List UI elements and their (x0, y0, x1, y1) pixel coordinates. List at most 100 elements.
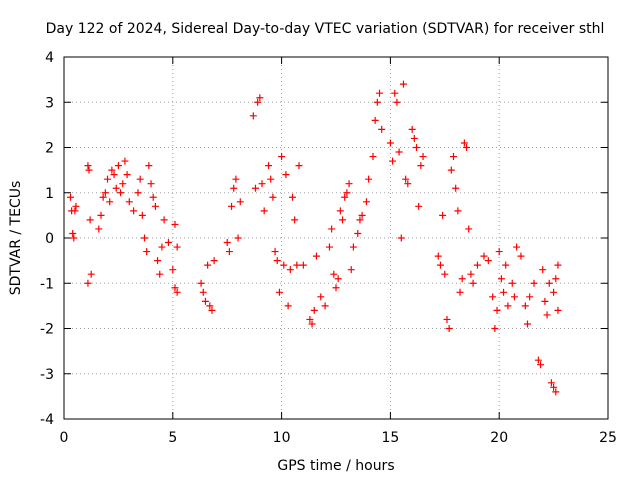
data-point (143, 248, 151, 256)
data-point (419, 153, 427, 161)
x-tick-label: 25 (599, 430, 617, 446)
data-point (123, 171, 131, 179)
data-point (526, 293, 534, 301)
data-point (537, 361, 545, 369)
data-point (376, 89, 384, 97)
data-point (201, 297, 209, 305)
data-point (554, 261, 562, 269)
data-point (119, 180, 127, 188)
data-point (550, 383, 558, 391)
data-point (130, 207, 138, 215)
data-point (86, 216, 94, 224)
data-point (495, 248, 503, 256)
data-point (199, 288, 207, 296)
data-point (71, 207, 79, 215)
data-point (291, 216, 299, 224)
data-point (452, 184, 460, 192)
data-point (293, 261, 301, 269)
data-point (336, 207, 344, 215)
data-point (269, 193, 277, 201)
data-point (249, 112, 257, 120)
data-point (413, 144, 421, 151)
data-point (84, 279, 92, 287)
data-point (288, 193, 296, 201)
data-point (267, 175, 275, 183)
data-point (110, 171, 118, 179)
data-point (84, 162, 92, 170)
data-point (208, 306, 216, 314)
data-point (72, 202, 80, 210)
x-tick-label: 15 (381, 430, 399, 446)
y-tick-label: -3 (40, 367, 54, 383)
data-point (273, 257, 281, 265)
data-point (469, 279, 477, 287)
y-tick-labels: -4 -3 -2 -1 0 1 2 3 4 (40, 50, 54, 428)
data-point (521, 302, 529, 310)
data-point (467, 270, 475, 278)
data-point (299, 261, 307, 269)
data-point (206, 302, 214, 310)
chart-title: Day 122 of 2024, Sidereal Day-to-day VTE… (46, 21, 605, 37)
data-point (373, 98, 381, 106)
x-tick-label: 10 (273, 430, 291, 446)
x-axis-label: GPS time / hours (277, 458, 394, 474)
data-point (465, 225, 473, 233)
y-axis-label: SDTVAR / TECUs (8, 181, 24, 296)
data-point (343, 189, 351, 197)
data-point (417, 162, 425, 170)
data-point (543, 311, 551, 319)
data-point (493, 306, 501, 314)
data-point (386, 139, 394, 147)
data-point (317, 293, 325, 301)
data-point (369, 153, 377, 161)
data-point (308, 320, 316, 328)
data-point (541, 297, 549, 305)
data-point (393, 98, 401, 106)
data-point (513, 243, 521, 251)
data-point (550, 288, 558, 296)
data-point (117, 189, 125, 197)
data-point (489, 293, 497, 301)
data-point (260, 207, 268, 215)
data-point (378, 125, 386, 133)
y-tick-label: -2 (40, 322, 54, 338)
data-point (295, 162, 303, 170)
data-point (87, 270, 95, 278)
data-point (210, 257, 218, 265)
data-point (230, 184, 238, 192)
data-point (458, 275, 466, 283)
data-point (397, 234, 405, 242)
data-point (436, 261, 444, 269)
data-point (510, 293, 518, 301)
data-point (158, 243, 166, 251)
data-point (362, 198, 370, 206)
data-point (225, 248, 233, 256)
data-point (136, 175, 144, 183)
data-point (234, 234, 242, 242)
data-point (271, 248, 279, 256)
data-point (552, 388, 560, 396)
data-point (502, 261, 510, 269)
data-point (349, 243, 357, 251)
data-point (70, 234, 78, 242)
data-point (112, 184, 120, 192)
data-point (197, 279, 205, 287)
data-point (69, 229, 77, 237)
data-point (258, 180, 266, 188)
data-point (160, 216, 168, 224)
data-point (334, 275, 342, 283)
data-point (410, 134, 418, 142)
data-point (445, 325, 453, 332)
data-point (286, 266, 294, 274)
data-point (347, 266, 355, 274)
data-points (67, 80, 562, 396)
data-point (171, 220, 179, 228)
grid-lines (64, 57, 608, 419)
data-point (463, 144, 471, 151)
data-point (97, 211, 105, 219)
x-tick-label: 5 (168, 430, 177, 446)
data-point (321, 302, 329, 310)
data-point (325, 243, 333, 251)
data-point (460, 139, 468, 147)
data-point (236, 198, 244, 206)
